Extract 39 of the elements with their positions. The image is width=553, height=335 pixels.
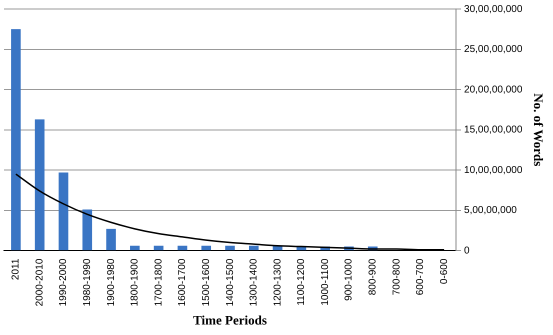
bar xyxy=(130,246,140,250)
x-tick-label: 1000-1100 xyxy=(320,258,331,306)
y-tick-label: 5,00,00,000 xyxy=(464,205,518,216)
bar xyxy=(34,119,45,250)
y-tick-label: 30,00,00,000 xyxy=(464,4,523,15)
x-tick-label: 1600-1700 xyxy=(177,258,188,306)
x-tick-label: 0-600 xyxy=(438,258,450,284)
bar xyxy=(11,29,21,250)
bar xyxy=(106,228,116,250)
x-axis-title: Time Periods xyxy=(193,312,267,328)
x-tick-label: 900-1000 xyxy=(344,258,355,301)
bar xyxy=(178,246,188,250)
y-axis-title: No. of Words xyxy=(530,93,546,166)
y-tick-label: 10,00,00,000 xyxy=(464,164,523,176)
x-tick-label: 1300-1400 xyxy=(248,258,260,306)
bar xyxy=(225,246,235,250)
bar xyxy=(82,210,92,250)
x-tick-label: 600-700 xyxy=(415,258,426,296)
y-tick-label: 20,00,00,000 xyxy=(464,84,523,96)
x-tick-label: 1200-1300 xyxy=(272,258,284,306)
x-tick-label: 1980-1990 xyxy=(82,258,94,306)
bar xyxy=(248,246,259,250)
x-tick-label: 1990-2000 xyxy=(58,258,70,306)
y-tick-label: 25,00,00,000 xyxy=(464,44,523,56)
bar xyxy=(201,246,212,250)
x-tick-label: 700-800 xyxy=(391,258,402,296)
y-tick-label: 15,00,00,000 xyxy=(464,124,523,136)
bar xyxy=(58,172,68,250)
x-tick-label: 1800-1900 xyxy=(130,258,141,306)
x-tick-label: 2000-2010 xyxy=(34,258,46,306)
bar xyxy=(154,246,164,250)
y-tick-label: 0 xyxy=(464,245,470,256)
x-tick-label: 800-900 xyxy=(367,258,378,296)
x-tick-label: 1100-1200 xyxy=(296,258,308,306)
x-tick-label: 2011 xyxy=(10,258,22,280)
x-tick-label: 1700-1800 xyxy=(153,258,164,306)
x-tick-label: 1400-1500 xyxy=(224,258,236,306)
x-tick-label: 1500-1600 xyxy=(200,258,212,306)
x-tick-label: 1900-1980 xyxy=(106,258,117,306)
